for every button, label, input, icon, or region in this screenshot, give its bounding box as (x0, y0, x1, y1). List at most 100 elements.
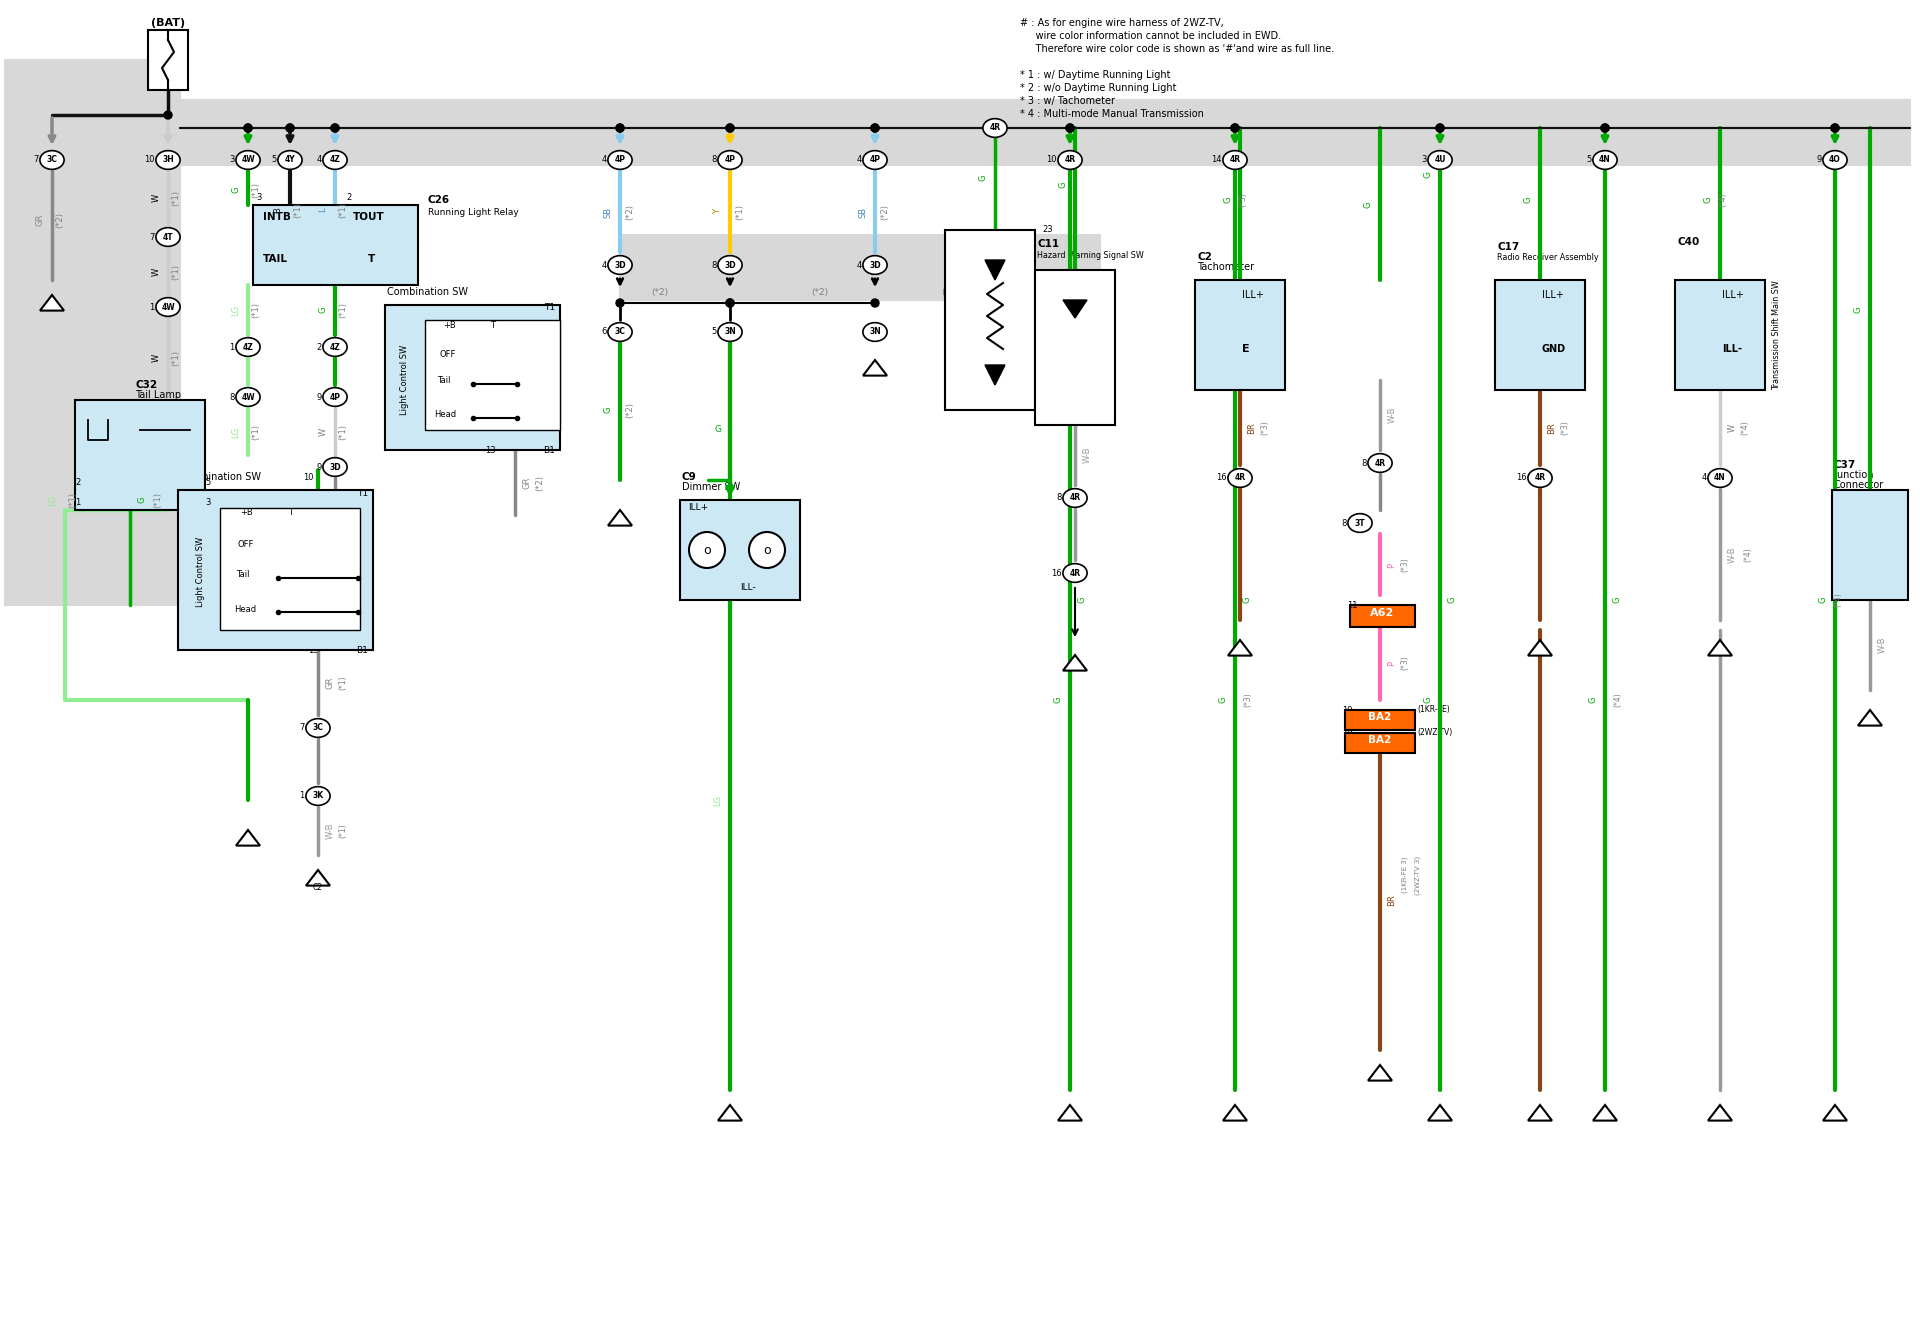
Text: 4R: 4R (1064, 155, 1075, 165)
Text: 4W: 4W (242, 393, 255, 402)
Text: 8: 8 (1500, 368, 1505, 377)
Text: 3C: 3C (614, 328, 626, 337)
FancyBboxPatch shape (148, 31, 188, 90)
FancyBboxPatch shape (945, 230, 1035, 410)
Text: W: W (319, 427, 328, 437)
Text: 10: 10 (303, 472, 313, 482)
FancyBboxPatch shape (1194, 280, 1284, 390)
Circle shape (872, 123, 879, 131)
Circle shape (1436, 123, 1444, 131)
Circle shape (726, 123, 733, 131)
Text: OFF: OFF (440, 350, 457, 360)
Text: LG: LG (232, 304, 240, 316)
Circle shape (726, 299, 733, 307)
FancyBboxPatch shape (1496, 280, 1586, 390)
Text: 4: 4 (856, 260, 862, 269)
Text: 6: 6 (1200, 281, 1206, 291)
Text: ILL-: ILL- (1722, 344, 1741, 354)
Text: W: W (1728, 423, 1736, 433)
Polygon shape (718, 1105, 741, 1120)
Text: G: G (714, 426, 722, 434)
Text: 3D: 3D (870, 260, 881, 269)
Text: Tail: Tail (438, 376, 451, 385)
FancyBboxPatch shape (1674, 280, 1764, 390)
Circle shape (1066, 123, 1073, 131)
Text: G: G (1853, 307, 1862, 313)
Text: BR: BR (1388, 894, 1396, 906)
Text: 4O: 4O (1830, 155, 1841, 165)
Text: 3N: 3N (724, 328, 735, 337)
Polygon shape (1859, 710, 1882, 726)
Polygon shape (1223, 1105, 1246, 1120)
Text: W-B: W-B (326, 823, 334, 839)
Text: Combination Meter: Combination Meter (1043, 273, 1052, 366)
Text: W: W (152, 268, 161, 276)
Text: G: G (319, 307, 328, 313)
Text: G: G (1223, 196, 1233, 203)
Circle shape (726, 299, 733, 307)
Polygon shape (1058, 1105, 1083, 1120)
Text: G: G (1423, 697, 1432, 703)
Text: GR: GR (522, 476, 532, 490)
Text: 8: 8 (712, 155, 716, 165)
Text: G: G (1054, 697, 1062, 703)
Text: 3H: 3H (161, 155, 175, 165)
Text: 3: 3 (950, 303, 956, 312)
FancyBboxPatch shape (680, 500, 801, 600)
Text: 7. 5A: 7. 5A (154, 45, 182, 54)
Text: Head: Head (234, 605, 255, 614)
Text: W-B: W-B (1388, 407, 1396, 423)
Circle shape (616, 123, 624, 131)
Circle shape (1436, 123, 1444, 131)
Ellipse shape (1223, 151, 1248, 170)
Text: 4: 4 (601, 155, 607, 165)
Text: G: G (1613, 597, 1622, 604)
Text: 1: 1 (682, 585, 685, 594)
Text: 3: 3 (1041, 378, 1044, 387)
Ellipse shape (278, 151, 301, 170)
Text: G: G (1448, 597, 1457, 604)
Text: E: E (1242, 344, 1250, 354)
Ellipse shape (1367, 454, 1392, 472)
Text: 3: 3 (1421, 155, 1427, 165)
Text: (*1): (*1) (338, 675, 348, 690)
Text: 9: 9 (317, 463, 323, 471)
Text: 4Z: 4Z (330, 342, 340, 352)
Ellipse shape (718, 151, 743, 170)
Text: (*1): (*1) (735, 204, 745, 220)
Text: (*1): (*1) (338, 303, 348, 318)
Polygon shape (1367, 1066, 1392, 1080)
Polygon shape (1064, 300, 1087, 318)
Text: 7: 7 (300, 723, 305, 733)
Text: 5: 5 (271, 155, 276, 165)
Text: Connector: Connector (1834, 480, 1884, 490)
Text: C2: C2 (313, 882, 323, 892)
Text: Illumination: Illumination (1027, 295, 1037, 345)
Polygon shape (1822, 1105, 1847, 1120)
Text: 7: 7 (150, 232, 156, 242)
Text: B1: B1 (355, 646, 369, 656)
Circle shape (616, 299, 624, 307)
Text: 23: 23 (1043, 226, 1052, 234)
Text: 4: 4 (1041, 328, 1044, 337)
Text: (*3): (*3) (1400, 557, 1409, 572)
Polygon shape (985, 260, 1004, 280)
Polygon shape (236, 829, 259, 845)
Text: 8: 8 (1361, 459, 1367, 467)
Text: C32: C32 (134, 380, 157, 390)
FancyBboxPatch shape (1035, 269, 1116, 425)
Text: 19: 19 (1342, 706, 1352, 715)
Text: 9: 9 (1816, 155, 1822, 165)
Ellipse shape (609, 151, 632, 170)
Text: (*1): (*1) (252, 425, 261, 441)
Text: T: T (369, 253, 374, 264)
Ellipse shape (323, 151, 348, 170)
Text: 9: 9 (317, 393, 323, 402)
Text: 9: 9 (255, 277, 261, 287)
Circle shape (244, 123, 252, 131)
Text: * 2 : w/o Daytime Running Light: * 2 : w/o Daytime Running Light (1020, 84, 1177, 93)
FancyBboxPatch shape (1346, 710, 1415, 730)
Text: 4R: 4R (1069, 494, 1081, 503)
Circle shape (1231, 123, 1238, 131)
Circle shape (1832, 123, 1839, 131)
